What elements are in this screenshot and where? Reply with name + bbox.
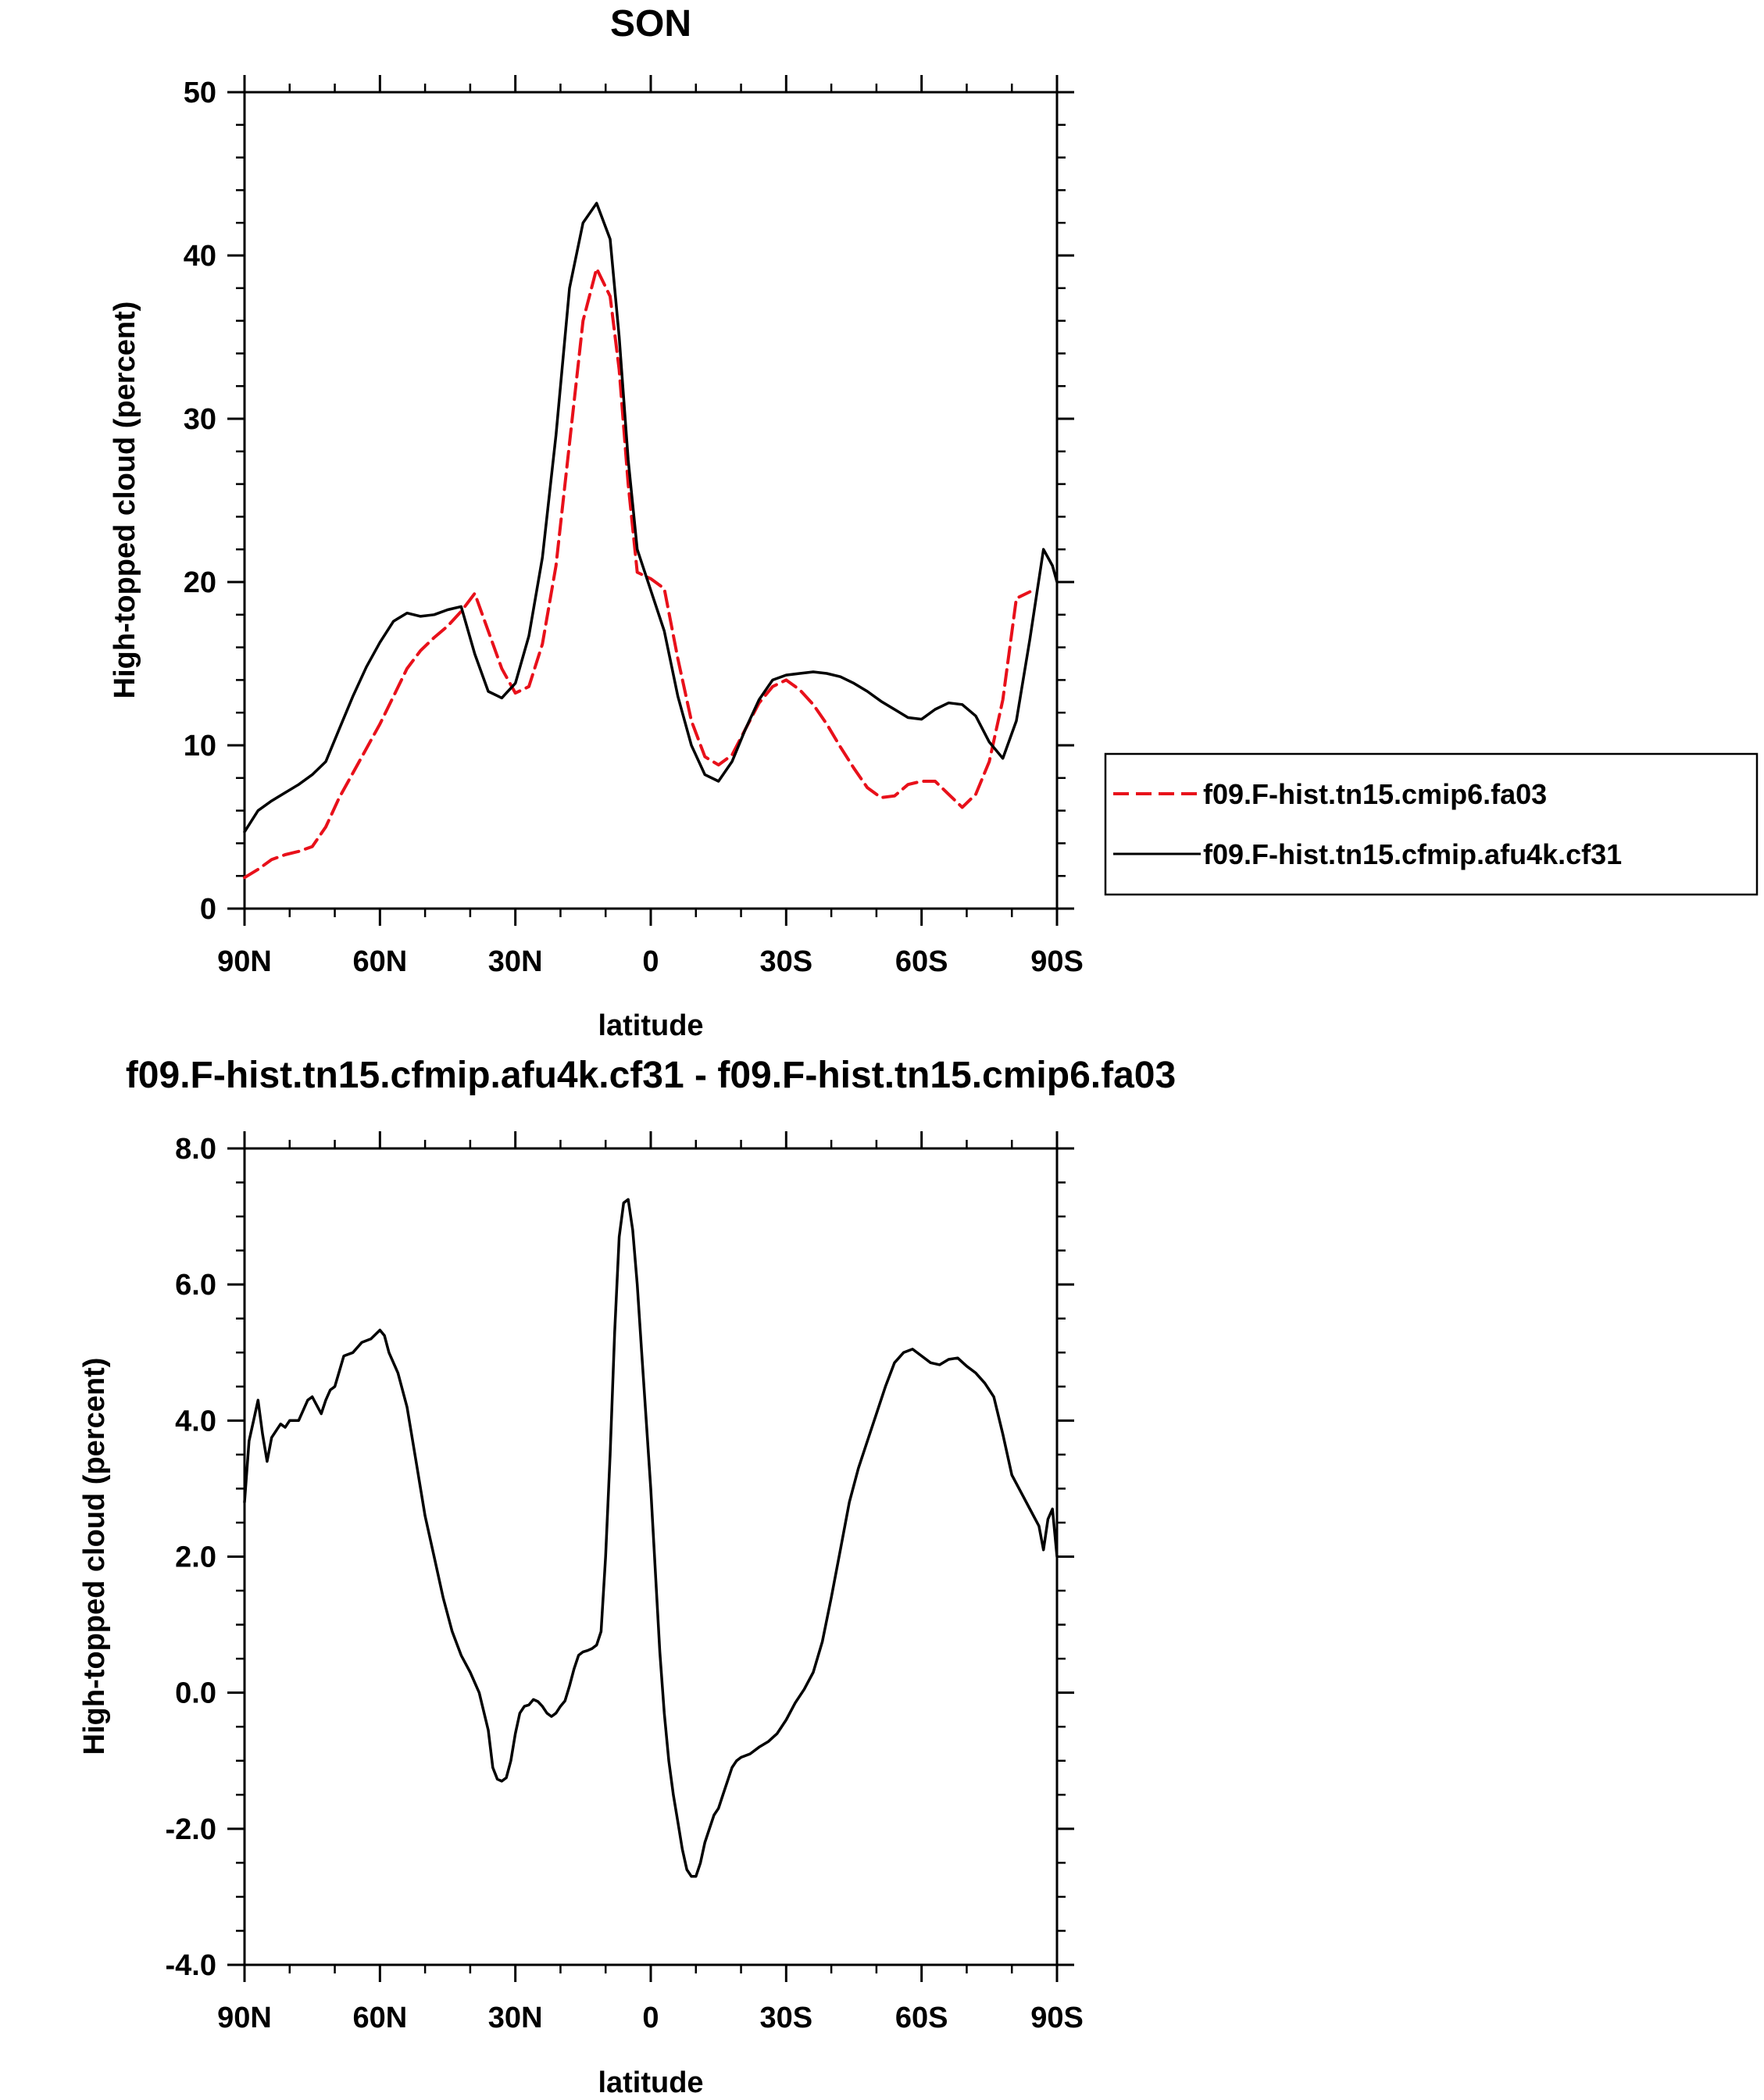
top-y-axis-label: High-topped cloud (percent) <box>109 302 141 699</box>
y-tick-label: 50 <box>184 77 216 109</box>
legend-box <box>1104 752 1759 896</box>
x-tick-label: 30S <box>760 2002 813 2034</box>
y-tick-label: -2.0 <box>166 1813 216 1846</box>
bottom-chart-title: f09.F-hist.tn15.cfmip.afu4k.cf31 - f09.F… <box>126 1055 1176 1096</box>
x-tick-label: 30N <box>488 2002 543 2034</box>
top-chart-title: SON <box>610 3 691 45</box>
series-line-difference <box>243 1198 1059 1878</box>
x-tick-label: 0 <box>642 945 659 978</box>
x-tick-label: 60S <box>895 945 948 978</box>
y-tick-label: 40 <box>184 240 216 273</box>
x-tick-label: 30N <box>488 945 543 978</box>
series-line-cmip6 <box>243 266 1032 880</box>
x-tick-label: 0 <box>642 2002 659 2034</box>
bottom-y-tick-labels: -4.0 -2.0 0.0 2.0 4.0 6.0 8.0 <box>166 1133 216 1982</box>
series-line-cfmip <box>243 202 1059 834</box>
x-tick-label: 90N <box>217 945 272 978</box>
top-series-lines <box>243 202 1059 880</box>
y-tick-label: 0 <box>200 893 216 926</box>
x-tick-label: 60N <box>352 2002 407 2034</box>
y-tick-label: 6.0 <box>175 1269 216 1302</box>
bottom-series-lines <box>243 1198 1059 1878</box>
y-tick-label: 0.0 <box>175 1677 216 1710</box>
top-x-axis-label: latitude <box>598 1009 703 1042</box>
top-panel: SON 0 10 20 30 40 50 90N 60N 30N 0 30S 60S 90S lati… <box>109 3 1759 1042</box>
x-tick-label: 90N <box>217 2002 272 2034</box>
x-tick-label: 30S <box>760 945 813 978</box>
x-tick-label: 90S <box>1030 2002 1084 2034</box>
legend-label-cmip6: f09.F-hist.tn15.cmip6.fa03 <box>1203 778 1547 810</box>
bottom-x-tick-labels: 90N 60N 30N 0 30S 60S 90S <box>217 2002 1084 2034</box>
x-tick-label: 90S <box>1030 945 1084 978</box>
legend: f09.F-hist.tn15.cmip6.fa03 f09.F-hist.tn… <box>1104 752 1759 896</box>
y-tick-label: 20 <box>184 566 216 599</box>
bottom-y-axis-label: High-topped cloud (percent) <box>78 1358 111 1755</box>
x-tick-label: 60N <box>352 945 407 978</box>
top-ticks <box>227 75 1074 926</box>
top-x-tick-labels: 90N 60N 30N 0 30S 60S 90S <box>217 945 1084 978</box>
top-y-tick-labels: 0 10 20 30 40 50 <box>184 77 216 926</box>
y-tick-label: -4.0 <box>166 1949 216 1982</box>
y-tick-label: 10 <box>184 730 216 762</box>
y-tick-label: 8.0 <box>175 1133 216 1166</box>
bottom-ticks <box>227 1131 1074 1982</box>
x-tick-label: 60S <box>895 2002 948 2034</box>
bottom-panel: f09.F-hist.tn15.cfmip.afu4k.cf31 - f09.F… <box>78 1055 1176 2099</box>
bottom-x-axis-label: latitude <box>598 2066 703 2099</box>
y-tick-label: 4.0 <box>175 1405 216 1438</box>
legend-label-cfmip: f09.F-hist.tn15.cfmip.afu4k.cf31 <box>1203 838 1622 870</box>
y-tick-label: 2.0 <box>175 1541 216 1574</box>
y-tick-label: 30 <box>184 403 216 436</box>
